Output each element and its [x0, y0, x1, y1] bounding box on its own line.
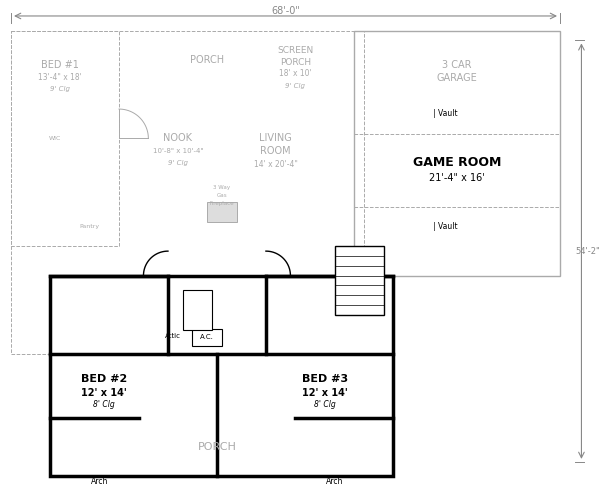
Text: | Vault: | Vault	[433, 110, 457, 119]
Text: 12' x 14': 12' x 14'	[302, 388, 347, 398]
Text: PORCH: PORCH	[197, 442, 236, 452]
Text: 3 Way: 3 Way	[213, 185, 230, 190]
Text: 68'-0": 68'-0"	[271, 6, 300, 16]
Bar	[50, 276, 394, 477]
Text: BED #3: BED #3	[302, 373, 348, 383]
Text: Fireplace: Fireplace	[209, 200, 234, 206]
Text: 9' Clg: 9' Clg	[286, 82, 305, 89]
Text: 54'-2": 54'-2"	[575, 247, 599, 255]
Text: SCREEN: SCREEN	[277, 46, 313, 55]
Text: GAME ROOM: GAME ROOM	[413, 156, 501, 170]
Text: Arch: Arch	[326, 477, 343, 486]
Text: PORCH: PORCH	[190, 55, 224, 65]
Text: PORCH: PORCH	[280, 58, 311, 66]
Text: 10'-8" x 10'-4": 10'-8" x 10'-4"	[152, 148, 203, 154]
Bar	[335, 246, 383, 315]
Text: Attic: Attic	[165, 333, 181, 339]
Text: 12' x 14': 12' x 14'	[82, 388, 127, 398]
Text: BED #1: BED #1	[41, 60, 79, 70]
Bar	[207, 202, 236, 222]
Text: Arch: Arch	[91, 477, 108, 486]
Text: BED #2: BED #2	[81, 373, 127, 383]
Text: A.C.: A.C.	[200, 334, 214, 340]
Bar	[182, 290, 212, 329]
Bar	[354, 31, 560, 276]
Text: 21'-4" x 16': 21'-4" x 16'	[429, 173, 485, 183]
Text: NOOK: NOOK	[163, 133, 192, 143]
Text: GARAGE: GARAGE	[437, 73, 478, 83]
Text: 13'-4" x 18': 13'-4" x 18'	[38, 73, 82, 82]
Text: Gas: Gas	[217, 193, 227, 198]
Text: 3 CAR: 3 CAR	[442, 60, 472, 70]
Text: 8' Clg: 8' Clg	[314, 400, 335, 410]
Text: 8' Clg: 8' Clg	[94, 400, 115, 410]
Text: 9' Clg: 9' Clg	[50, 86, 70, 92]
Text: 18' x 10': 18' x 10'	[279, 69, 311, 78]
Bar	[193, 328, 222, 346]
Text: LIVING: LIVING	[259, 133, 292, 143]
Text: WIC: WIC	[49, 136, 61, 141]
Text: Pantry: Pantry	[80, 224, 100, 229]
Text: 14' x 20'-4": 14' x 20'-4"	[254, 160, 298, 170]
Text: | Vault: | Vault	[433, 222, 457, 231]
Text: ROOM: ROOM	[260, 146, 291, 156]
Text: 9' Clg: 9' Clg	[168, 160, 188, 166]
